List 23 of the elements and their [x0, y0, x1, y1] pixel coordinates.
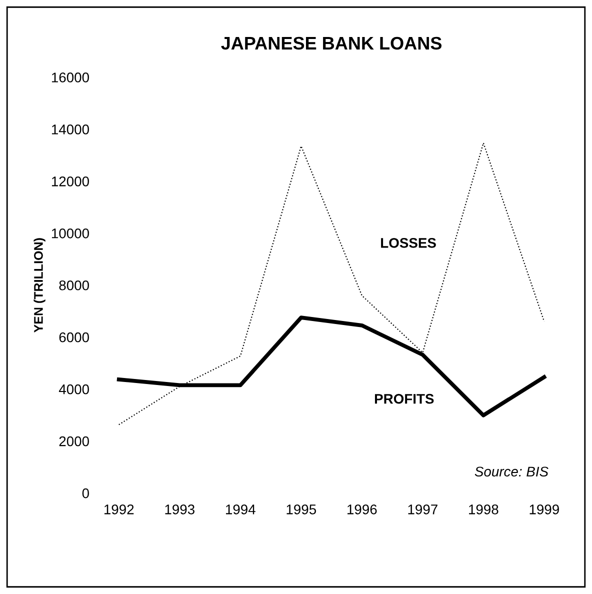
y-tick-label: 16000	[52, 72, 89, 82]
y-tick-label: 4000	[58, 384, 89, 394]
line-series	[118, 142, 545, 426]
y-tick-label: 12000	[52, 176, 89, 186]
x-tick-label: 1996	[348, 504, 377, 514]
y-tick-label: 8000	[59, 280, 89, 290]
x-tick-label: 1998	[469, 504, 498, 514]
x-tick-label: 1997	[408, 504, 438, 514]
y-tick-label: 2000	[59, 436, 89, 446]
y-axis-title: YEN (TRILLION)	[34, 238, 46, 332]
series-label: PROFITS	[374, 394, 434, 404]
x-tick-label: 1999	[530, 504, 559, 514]
y-tick-label: 10000	[52, 228, 89, 238]
x-tick-label: 1994	[226, 504, 256, 514]
y-tick-label: 6000	[59, 332, 89, 342]
annotation: Source: BIS	[474, 466, 548, 477]
y-tick-label: 14000	[52, 124, 89, 134]
x-tick-label: 1995	[286, 504, 316, 514]
chart-title: JAPANESE BANK LOANS	[221, 36, 442, 50]
x-tick-label: 1993	[165, 504, 194, 514]
x-tick-label: 1992	[104, 504, 134, 514]
series-label: LOSSES	[381, 238, 436, 248]
y-tick-label: 0	[82, 488, 89, 498]
